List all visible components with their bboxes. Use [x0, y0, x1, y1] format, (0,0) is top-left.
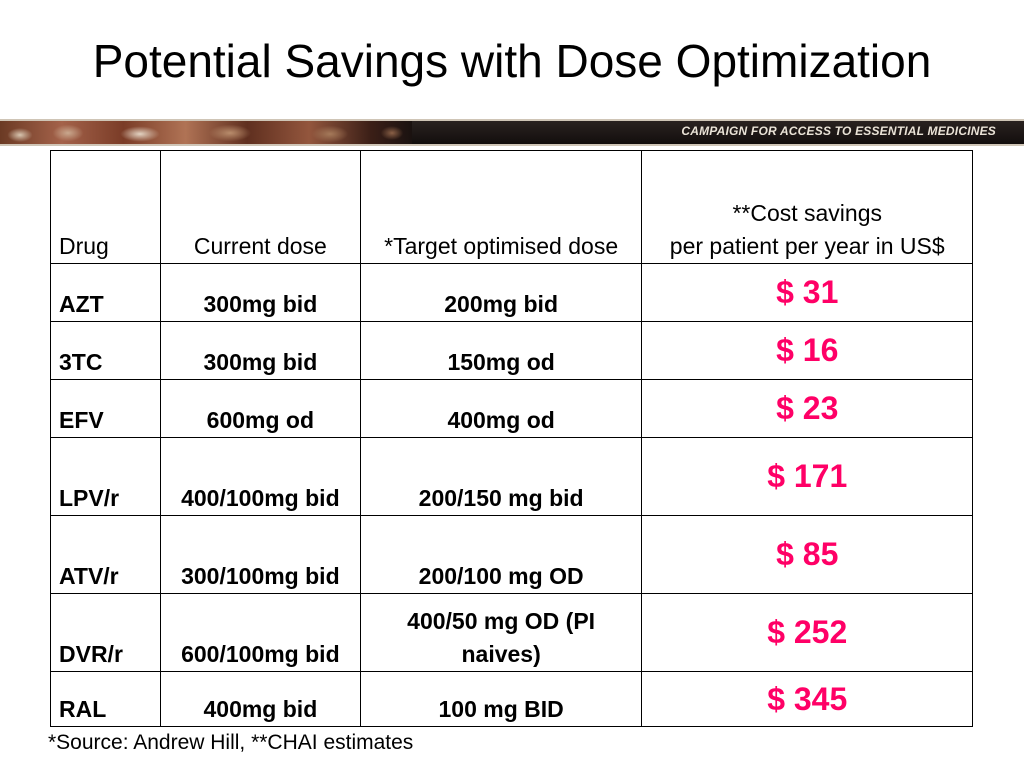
cell-target-dose: 200/150 mg bid [359, 437, 643, 516]
cell-current-dose: 400/100mg bid [159, 437, 361, 516]
cell-drug: RAL [50, 671, 161, 727]
cell-target-dose: 400mg od [359, 379, 643, 438]
table-row: AZT 300mg bid 200mg bid $ 31 [50, 263, 973, 322]
cell-target-dose: 200mg bid [359, 263, 643, 322]
cell-target-dose: 100 mg BID [359, 671, 643, 727]
source-footnote: *Source: Andrew Hill, **CHAI estimates [48, 731, 414, 754]
banner-photo-strip [0, 121, 412, 144]
header-drug: Drug [50, 150, 161, 264]
cell-drug: AZT [50, 263, 161, 322]
cell-current-dose: 300mg bid [159, 321, 361, 380]
header-cost-savings: **Cost savings per patient per year in U… [641, 150, 973, 264]
campaign-banner: CAMPAIGN FOR ACCESS TO ESSENTIAL MEDICIN… [0, 119, 1024, 146]
page-title: Potential Savings with Dose Optimization [92, 35, 932, 87]
table-row: EFV 600mg od 400mg od $ 23 [50, 379, 973, 438]
cell-savings: $ 31 [641, 263, 973, 322]
header-cost-line1: **Cost savings [732, 200, 883, 226]
cell-savings: $ 171 [641, 437, 973, 516]
cell-current-dose: 300mg bid [159, 263, 361, 322]
cell-drug: 3TC [50, 321, 161, 380]
cell-savings: $ 345 [641, 671, 973, 727]
cell-current-dose: 300/100mg bid [159, 515, 361, 594]
cell-current-dose: 600mg od [159, 379, 361, 438]
cell-target-dose: 150mg od [359, 321, 643, 380]
cell-current-dose: 400mg bid [159, 671, 361, 727]
savings-table: Drug Current dose *Target optimised dose… [50, 150, 973, 727]
header-target-dose: *Target optimised dose [359, 150, 643, 264]
cell-current-dose: 600/100mg bid [159, 593, 361, 672]
banner-text: CAMPAIGN FOR ACCESS TO ESSENTIAL MEDICIN… [681, 124, 996, 138]
cell-savings: $ 23 [641, 379, 973, 438]
table-row: DVR/r 600/100mg bid 400/50 mg OD (PI nai… [50, 593, 973, 672]
cell-savings: $ 252 [641, 593, 973, 672]
cell-target-dose: 400/50 mg OD (PI naives) [359, 593, 643, 672]
table-row: RAL 400mg bid 100 mg BID $ 345 [50, 671, 973, 727]
table-row: LPV/r 400/100mg bid 200/150 mg bid $ 171 [50, 437, 973, 516]
header-cost-line2: per patient per year in US$ [669, 233, 945, 259]
cell-target-dose: 200/100 mg OD [359, 515, 643, 594]
table-header-row: Drug Current dose *Target optimised dose… [50, 150, 973, 264]
cell-savings: $ 85 [641, 515, 973, 594]
table-row: 3TC 300mg bid 150mg od $ 16 [50, 321, 973, 380]
header-current-dose: Current dose [159, 150, 361, 264]
table-row: ATV/r 300/100mg bid 200/100 mg OD $ 85 [50, 515, 973, 594]
cell-drug: EFV [50, 379, 161, 438]
cell-drug: LPV/r [50, 437, 161, 516]
cell-drug: ATV/r [50, 515, 161, 594]
cell-savings: $ 16 [641, 321, 973, 380]
cell-drug: DVR/r [50, 593, 161, 672]
